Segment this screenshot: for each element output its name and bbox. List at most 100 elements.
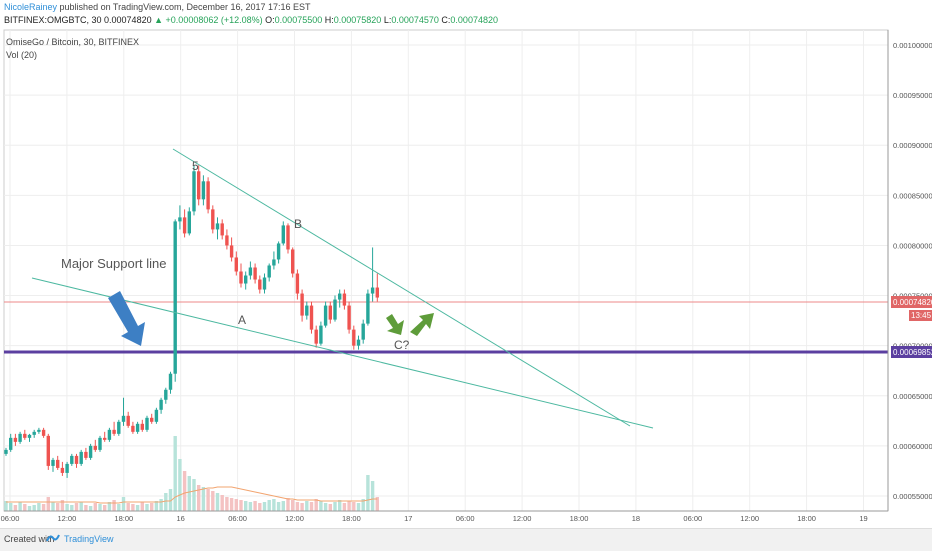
volume-bars: [4, 436, 379, 511]
volume-bar: [361, 499, 365, 511]
candle-body: [309, 305, 314, 330]
candle-body: [262, 277, 267, 290]
x-tick-label: 06:00: [1, 514, 20, 523]
volume-bar: [98, 504, 102, 511]
volume-bar: [150, 503, 154, 511]
candle-body: [18, 433, 22, 442]
volume-bar: [323, 503, 328, 511]
volume-bar: [305, 501, 309, 511]
candle-body: [225, 235, 229, 246]
volume-bar: [140, 502, 144, 511]
volume-bar: [192, 479, 196, 511]
high-label: H:: [324, 15, 334, 25]
volume-bar: [60, 500, 65, 511]
candle-body: [281, 225, 285, 244]
volume-bar: [309, 502, 314, 511]
volume-bar: [276, 502, 281, 511]
volume-bar: [220, 495, 224, 511]
x-tick-label: 12:00: [513, 514, 532, 523]
x-tick-label: 06:00: [683, 514, 702, 523]
last-price: 0.00074820: [104, 15, 152, 25]
candle-body: [9, 437, 13, 450]
y-tick-label: 0.00095000: [893, 91, 932, 100]
candle-body: [70, 455, 74, 464]
x-tick-label: 19: [859, 514, 867, 523]
x-tick-label: 12:00: [285, 514, 304, 523]
volume-bar: [375, 497, 379, 511]
volume-bar: [9, 503, 13, 511]
price-chart[interactable]: Major Support line 5 A B C? 0.001000000.…: [0, 0, 932, 528]
volume-bar: [262, 502, 267, 511]
candle-body: [234, 257, 238, 272]
volume-bar: [328, 504, 332, 511]
volume-bar: [159, 499, 163, 511]
volume-bar: [37, 503, 41, 511]
candle-body: [248, 267, 253, 276]
x-tick-label: 18:00: [342, 514, 361, 523]
price-badge: 0.00074820 13:45: [891, 296, 932, 321]
volume-bar: [74, 503, 79, 511]
x-tick-label: 18:00: [797, 514, 816, 523]
candle-body: [323, 305, 328, 326]
volume-bar: [27, 506, 32, 511]
y-tick-label: 0.00065000: [893, 392, 932, 401]
candle-body: [286, 225, 290, 250]
volume-bar: [121, 497, 126, 511]
volume-bar: [131, 504, 135, 511]
volume-bar: [300, 503, 304, 511]
candlesticks: [4, 165, 379, 478]
volume-bar: [370, 481, 375, 511]
candle-body: [291, 249, 295, 274]
candle-body: [192, 171, 196, 212]
tradingview-brand[interactable]: TradingView: [64, 534, 114, 544]
close-value: 0.00074820: [450, 15, 498, 25]
created-with-text: Created with: [4, 534, 55, 544]
price-axis: 0.00100000 0.00095000 0.00090000 0.00085000…: [887, 30, 932, 511]
candle-body: [60, 467, 65, 473]
volume-bar: [239, 500, 243, 511]
up-triangle-icon: ▲: [154, 15, 164, 25]
volume-bar: [338, 500, 342, 511]
candle-body: [65, 463, 69, 473]
candle-body: [272, 259, 276, 266]
volume-bar: [145, 504, 149, 511]
candle-body: [79, 451, 83, 464]
candle-body: [98, 437, 102, 450]
author-link[interactable]: NicoleRainey: [4, 2, 58, 12]
lower-trendline: [31, 277, 654, 429]
volume-ma-line: [6, 486, 378, 504]
volume-bar: [197, 485, 201, 511]
symbol-label: BITFINEX:OMGBTC, 30: [4, 15, 102, 25]
volume-bar: [32, 505, 36, 511]
open-label: O:: [265, 15, 275, 25]
y-tick-label: 0.00100000: [893, 41, 932, 50]
candle-body: [352, 329, 356, 346]
candle-body: [328, 305, 332, 320]
candle-body: [126, 415, 130, 426]
candle-body: [370, 287, 375, 294]
x-tick-label: 17: [404, 514, 412, 523]
candle-body: [239, 271, 243, 284]
candle-body: [27, 434, 32, 438]
volume-bar: [234, 499, 238, 511]
annotation-wave-b: B: [294, 217, 302, 231]
candle-body: [51, 459, 55, 466]
candle-body: [244, 275, 248, 284]
volume-bar: [117, 504, 121, 511]
candle-body: [88, 445, 93, 458]
candle-body: [103, 437, 107, 440]
x-tick-label: 12:00: [58, 514, 77, 523]
volume-bar: [51, 502, 55, 511]
volume-bar: [168, 489, 173, 511]
low-value: 0.00074570: [391, 15, 439, 25]
volume-bar: [4, 501, 8, 511]
candle-body: [4, 449, 8, 454]
candle-body: [150, 417, 154, 422]
volume-bar: [366, 475, 370, 511]
candle-body: [37, 429, 41, 432]
candle-body: [140, 423, 144, 430]
candle-body: [361, 323, 365, 340]
y-tick-label: 0.00060000: [893, 442, 932, 451]
annotation-support: Major Support line: [61, 256, 167, 271]
volume-bar: [178, 459, 182, 511]
